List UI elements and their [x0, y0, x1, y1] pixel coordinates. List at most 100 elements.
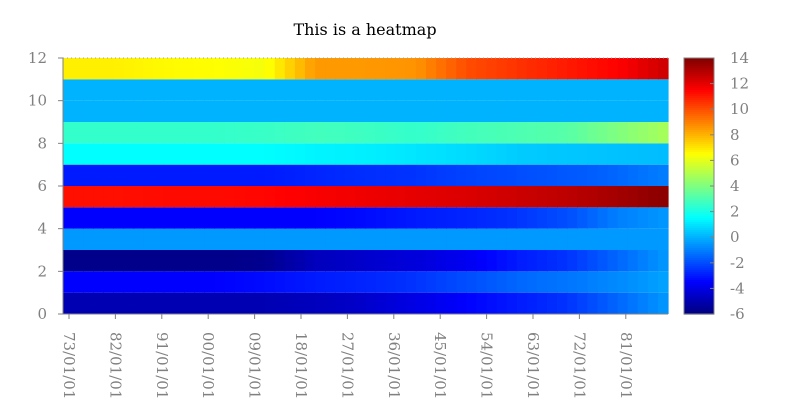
heatmap-cell — [557, 228, 568, 250]
heatmap-cell — [486, 292, 498, 314]
colorbar-segment — [684, 162, 714, 165]
heatmap-cell — [224, 58, 236, 80]
heatmap-cell — [496, 207, 508, 229]
heatmap-cell — [224, 186, 236, 208]
heatmap-cell — [415, 271, 427, 293]
heatmap-cell — [496, 122, 508, 144]
heatmap-cell — [436, 228, 447, 250]
heatmap-cell — [385, 122, 397, 144]
heatmap-cell — [506, 186, 518, 208]
heatmap-cell — [254, 186, 266, 208]
heatmap-cell — [173, 271, 185, 293]
heatmap-cell — [315, 79, 326, 101]
heatmap-cell — [355, 100, 367, 122]
heatmap-cell — [607, 271, 619, 293]
colorbar-segment — [684, 252, 714, 255]
colorbar-segment — [684, 96, 714, 99]
heatmap-cell — [123, 100, 135, 122]
colorbar-tick-label: 8 — [730, 126, 740, 144]
heatmap-cell — [587, 143, 599, 165]
colorbar-segment — [684, 306, 714, 309]
heatmap-cell — [214, 186, 225, 208]
heatmap-cell — [244, 122, 256, 144]
heatmap-cell — [264, 58, 276, 80]
heatmap-cell — [446, 122, 457, 144]
heatmap-cell — [73, 292, 84, 314]
heatmap-cell — [476, 164, 488, 186]
heatmap-cell — [93, 207, 104, 229]
heatmap-cell — [254, 228, 266, 250]
heatmap-cell — [395, 207, 407, 229]
heatmap-cell — [143, 79, 155, 101]
heatmap-cell — [315, 122, 326, 144]
heatmap-cell — [224, 292, 236, 314]
heatmap-cell — [577, 100, 588, 122]
heatmap-cell — [143, 58, 155, 80]
heatmap-cell — [153, 58, 165, 80]
heatmap-cell — [637, 292, 649, 314]
heatmap-cell — [83, 186, 94, 208]
heatmap-cell — [214, 228, 225, 250]
heatmap-cell — [315, 58, 326, 80]
heatmap-cell — [254, 79, 266, 101]
heatmap-cell — [264, 122, 276, 144]
heatmap-cell — [567, 143, 578, 165]
heatmap-cell — [365, 164, 377, 186]
heatmap-cell — [153, 271, 165, 293]
heatmap-cell — [415, 228, 427, 250]
heatmap-cell — [284, 164, 296, 186]
heatmap-cell — [214, 250, 225, 272]
heatmap-cell — [184, 100, 195, 122]
colorbar-segment — [684, 78, 714, 81]
colorbar-segment — [684, 90, 714, 93]
colorbar-segment — [684, 62, 714, 65]
heatmap-cell — [103, 164, 115, 186]
heatmap-cell — [526, 122, 538, 144]
heatmap-cell — [113, 100, 125, 122]
colorbar-segment — [684, 216, 714, 219]
heatmap-cell — [597, 79, 609, 101]
heatmap-cell — [516, 100, 528, 122]
colorbar-segment — [684, 268, 714, 271]
heatmap-cell — [476, 228, 488, 250]
colorbar-segment — [684, 98, 714, 101]
heatmap-cell — [446, 228, 457, 250]
heatmap-cell — [244, 164, 256, 186]
heatmap-cell — [345, 228, 357, 250]
heatmap-cell — [456, 79, 467, 101]
heatmap-cell — [234, 164, 246, 186]
colorbar-segment — [684, 154, 714, 157]
heatmap-cell — [476, 292, 488, 314]
heatmap-cell — [587, 271, 599, 293]
heatmap-cell — [436, 271, 447, 293]
heatmap-cell — [345, 100, 357, 122]
heatmap-cell — [103, 250, 115, 272]
heatmap-cell — [284, 207, 296, 229]
heatmap-cell — [466, 100, 478, 122]
colorbar-segment — [684, 222, 714, 225]
heatmap-cell — [204, 207, 215, 229]
heatmap-cell — [93, 228, 104, 250]
colorbar-tick-label: 10 — [730, 100, 749, 118]
heatmap-cell — [73, 271, 84, 293]
heatmap-cell — [436, 100, 447, 122]
colorbar-segment — [684, 176, 714, 179]
colorbar-segment — [684, 296, 714, 299]
heatmap-cell — [234, 79, 246, 101]
heatmap-cell — [284, 143, 296, 165]
colorbar-segment — [684, 76, 714, 79]
heatmap-cell — [526, 207, 538, 229]
heatmap-cell — [647, 250, 659, 272]
colorbar-segment — [684, 256, 714, 259]
heatmap-cell — [163, 122, 175, 144]
heatmap-cell — [335, 122, 346, 144]
heatmap-cell — [335, 79, 346, 101]
heatmap-cell — [526, 100, 538, 122]
colorbar-tick-label: 14 — [730, 49, 749, 67]
colorbar-segment — [684, 142, 714, 145]
heatmap-cell — [486, 207, 498, 229]
colorbar-segment — [684, 150, 714, 153]
heatmap-cell — [456, 100, 467, 122]
heatmap-cell — [93, 100, 104, 122]
colorbar-segment — [684, 118, 714, 121]
